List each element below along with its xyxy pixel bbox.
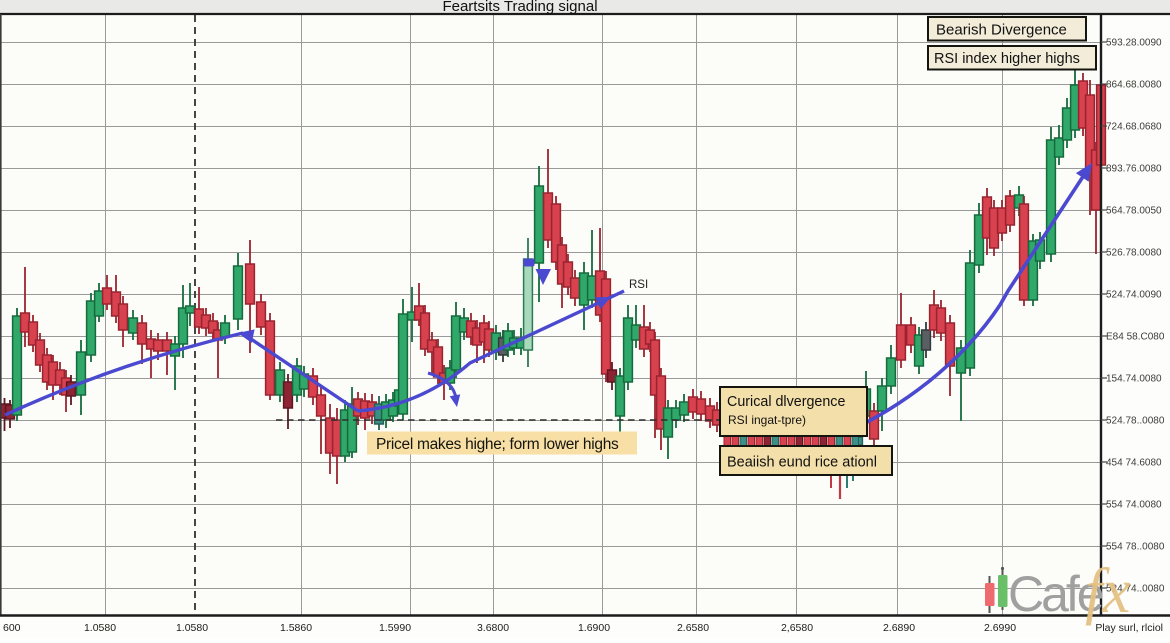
svg-text:3.6800: 3.6800	[477, 622, 509, 634]
svg-text:1.5860: 1.5860	[280, 622, 312, 634]
svg-text:526.78.0080: 526.78.0080	[1106, 248, 1162, 259]
svg-text:Feartsits Trading signal: Feartsits Trading signal	[442, 0, 597, 15]
svg-text:1.6900: 1.6900	[578, 622, 610, 634]
svg-text:2,6580: 2,6580	[781, 622, 813, 634]
svg-text:2.6990: 2.6990	[984, 622, 1016, 634]
svg-text:Curical dlvergence: Curical dlvergence	[727, 394, 845, 410]
svg-text:554 78..0080: 554 78..0080	[1106, 542, 1165, 553]
svg-text:Pricel makes highe; form lower: Pricel makes highe; form lower highs	[376, 436, 619, 453]
svg-text:524.78..0080: 524.78..0080	[1106, 416, 1165, 427]
svg-text:554 74.0080: 554 74.0080	[1106, 500, 1162, 511]
svg-text:1.5990: 1.5990	[379, 622, 411, 634]
svg-text:724.68.0680: 724.68.0680	[1106, 122, 1162, 133]
svg-text:Play surl, rlciol: Play surl, rlciol	[1095, 622, 1163, 634]
svg-text:524.74.0090: 524.74.0090	[1106, 290, 1162, 301]
svg-text:Bearish Divergence: Bearish Divergence	[936, 22, 1067, 39]
svg-text:564.78.0050: 564.78.0050	[1106, 206, 1162, 217]
svg-text:1.0580: 1.0580	[84, 622, 116, 634]
svg-text:RSI: RSI	[629, 279, 648, 291]
svg-text:fx: fx	[1085, 556, 1131, 626]
svg-text:2.6580: 2.6580	[677, 622, 709, 634]
svg-text:RSI index higher highs: RSI index higher highs	[934, 51, 1080, 67]
svg-text:1.0580: 1.0580	[176, 622, 208, 634]
svg-text:E84 58.C080: E84 58.C080	[1106, 332, 1165, 343]
svg-text:RSI ingat-tpre): RSI ingat-tpre)	[728, 413, 806, 427]
svg-text:864.68.0080: 864.68.0080	[1106, 80, 1162, 91]
svg-text:524.74..0080: 524.74..0080	[1106, 584, 1165, 595]
svg-text:2.6890: 2.6890	[883, 622, 915, 634]
svg-text:Beaiish eund rice ationl: Beaiish eund rice ationl	[727, 455, 877, 471]
svg-text:154.74.0080: 154.74.0080	[1106, 374, 1162, 385]
svg-text:600: 600	[3, 622, 21, 634]
svg-text:593.28.0090: 593.28.0090	[1106, 38, 1162, 49]
svg-text:Cafe: Cafe	[1008, 566, 1103, 622]
svg-text:454 74.6080: 454 74.6080	[1106, 458, 1162, 469]
svg-text:893.76.0080: 893.76.0080	[1106, 164, 1162, 175]
